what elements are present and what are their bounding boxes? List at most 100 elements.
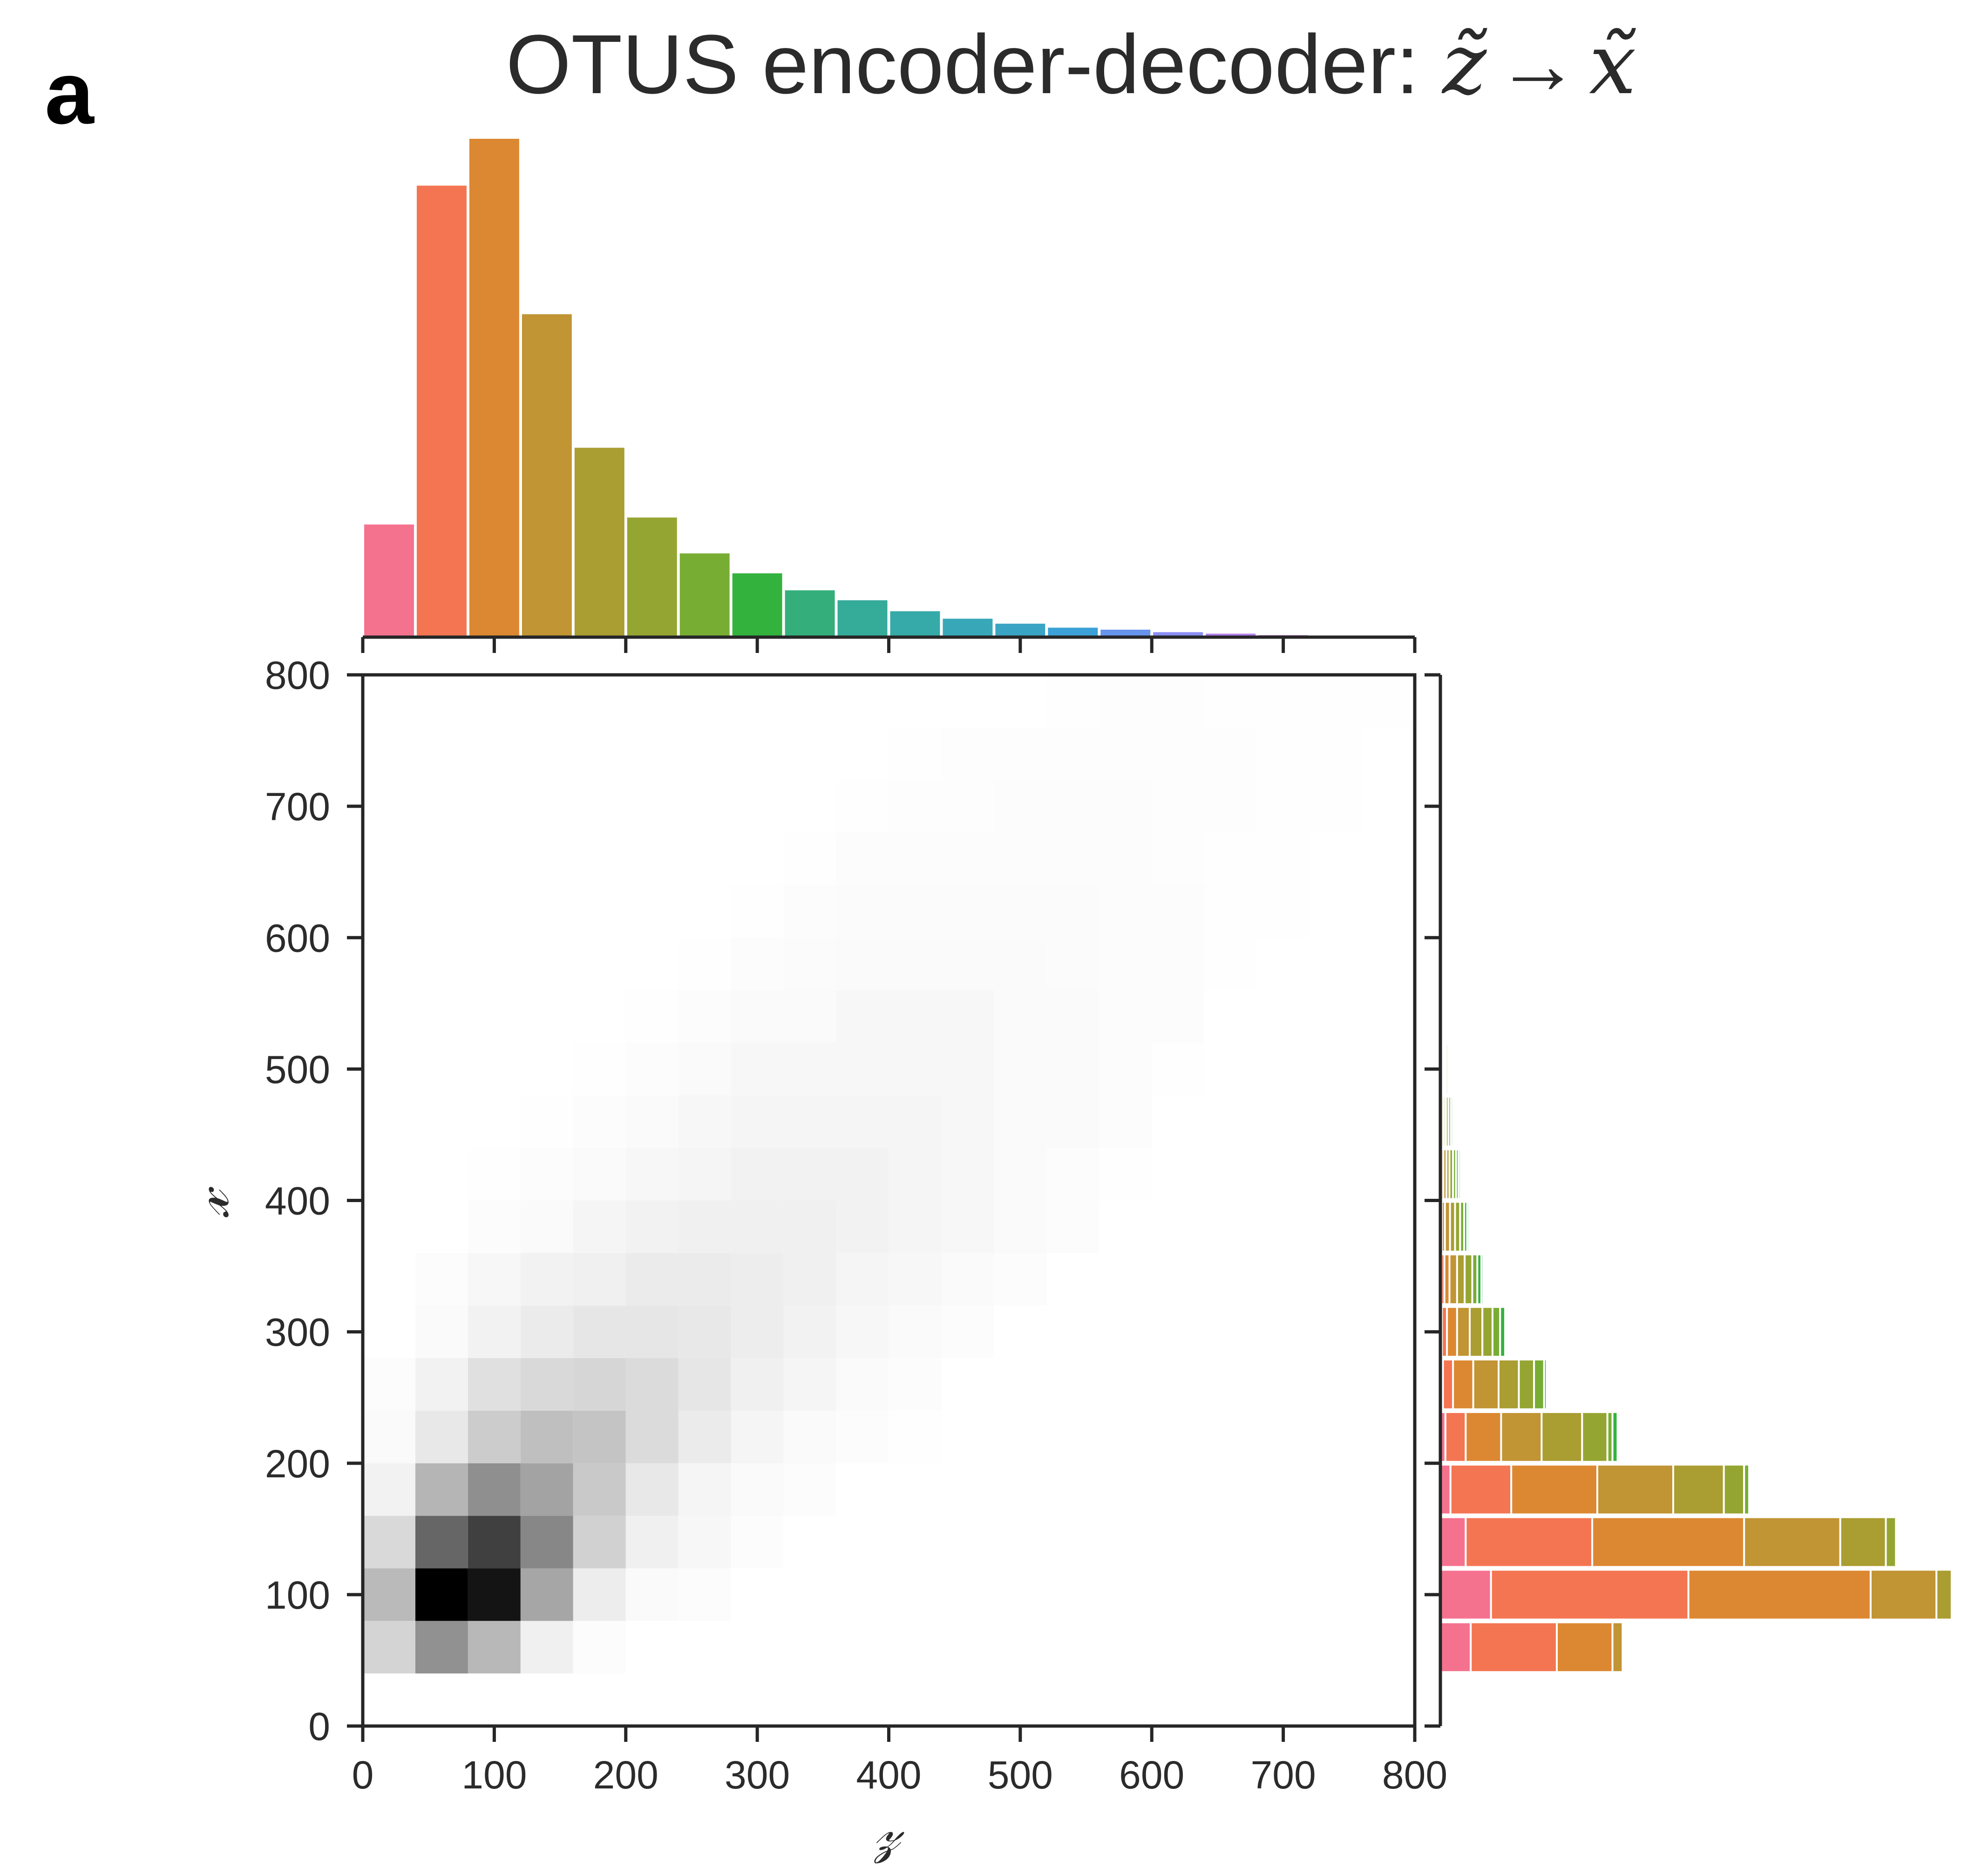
heatmap-cell: [1257, 885, 1310, 938]
heatmap-cell: [1046, 990, 1099, 1043]
heatmap-cell: [731, 1042, 784, 1095]
heatmap-cell: [731, 1410, 784, 1463]
heatmap-cell: [1046, 780, 1099, 833]
x-tick-label: 500: [988, 1753, 1053, 1797]
heatmap-cell: [889, 990, 942, 1043]
heatmap-cell: [1099, 1095, 1152, 1148]
heatmap-cell: [836, 780, 889, 833]
x-tick-label: 300: [725, 1753, 790, 1797]
heatmap-cell: [941, 1253, 994, 1306]
heatmap-cell: [1099, 727, 1152, 780]
heatmap-cell: [941, 1200, 994, 1253]
right-histogram-segment: [1439, 1621, 1472, 1673]
heatmap-cell: [836, 938, 889, 991]
right-histogram-segment: [1885, 1516, 1897, 1568]
heatmap-cell: [889, 1253, 942, 1306]
right-histogram-segment: [1611, 1621, 1624, 1673]
x-tick-label: 0: [352, 1753, 374, 1797]
heatmap-cell: [836, 1253, 889, 1306]
right-histogram-segment: [1465, 1411, 1502, 1463]
heatmap-cell: [1152, 780, 1205, 833]
y-tick-label: 100: [265, 1573, 330, 1617]
x-tick-label: 200: [593, 1753, 658, 1797]
right-histogram-segment: [1500, 1411, 1543, 1463]
top-histogram-bar: [837, 600, 888, 637]
heatmap-cell: [625, 1148, 679, 1201]
heatmap-cell: [468, 1305, 521, 1359]
heatmap-cell: [678, 1095, 731, 1148]
right-histogram-segment: [1723, 1463, 1745, 1516]
heatmap-cell: [363, 1621, 415, 1674]
heatmap-cell: [573, 1516, 626, 1569]
right-histogram-segment: [1439, 1569, 1492, 1621]
heatmap-cell: [836, 990, 889, 1043]
right-histogram-segment: [1465, 1516, 1594, 1568]
heatmap-cell: [678, 1568, 731, 1621]
heatmap-cell: [1204, 885, 1257, 938]
heatmap-cell: [1099, 885, 1152, 938]
heatmap-cell: [731, 1095, 784, 1148]
heatmap-cell: [994, 885, 1047, 938]
heatmap-cell: [994, 832, 1047, 885]
top-histogram-bar: [785, 590, 835, 637]
heatmap-cell: [678, 1253, 731, 1306]
chart-title-prefix: OTUS encoder-decoder:: [506, 18, 1442, 111]
heatmap-cell: [783, 1358, 836, 1411]
y-tick-label: 500: [265, 1047, 330, 1091]
top-histogram-bar: [1100, 629, 1151, 637]
x-tick-label: 800: [1382, 1753, 1447, 1797]
heatmap-cell: [889, 885, 942, 938]
chart-title: OTUS encoder-decoder: z̃ → x̃: [506, 16, 1636, 113]
heatmap-cell: [520, 1148, 573, 1201]
heatmap-cell: [1310, 675, 1363, 727]
heatmap-cell: [363, 1410, 415, 1463]
right-histogram-segment: [1540, 1411, 1583, 1463]
top-histogram-bar: [943, 619, 993, 637]
right-histogram-segment: [1472, 1359, 1500, 1410]
heatmap-cell: [889, 1042, 942, 1095]
heatmap-cell: [415, 1410, 468, 1463]
right-histogram-segment: [1446, 1306, 1458, 1358]
heatmap-cell: [1310, 727, 1363, 780]
heatmap-cell: [889, 1200, 942, 1253]
top-histogram-bar: [627, 517, 677, 637]
heatmap-cell: [468, 1568, 521, 1621]
heatmap-cell: [415, 1568, 468, 1621]
right-histogram-segment: [1449, 1463, 1513, 1516]
heatmap-cell: [520, 1305, 573, 1359]
heatmap-cell: [731, 1463, 784, 1516]
heatmap-cell: [1099, 675, 1152, 727]
heatmap-cell: [836, 1200, 889, 1253]
heatmap-cell: [573, 1621, 626, 1674]
y-tick-label: 800: [265, 653, 330, 697]
heatmap-cell: [678, 1516, 731, 1569]
right-histogram-segment: [1456, 1253, 1466, 1305]
heatmap-cell: [1257, 780, 1310, 833]
heatmap-cell: [889, 1410, 942, 1463]
heatmap-cell: [468, 1253, 521, 1306]
heatmap-cell: [678, 1410, 731, 1463]
right-histogram-segment: [1448, 1253, 1458, 1305]
heatmap-cell: [836, 1410, 889, 1463]
joint-heatmap: [363, 675, 1415, 1674]
heatmap-cell: [520, 1410, 573, 1463]
heatmap-cell: [1204, 832, 1257, 885]
heatmap-cell: [573, 1095, 626, 1148]
heatmap-cell: [941, 1095, 994, 1148]
heatmap-cell: [1152, 727, 1205, 780]
heatmap-cell: [1152, 938, 1205, 991]
right-histogram-segment: [1504, 1306, 1507, 1358]
x-tick-label: 600: [1119, 1753, 1184, 1797]
heatmap-cell: [941, 1148, 994, 1201]
heatmap-cell: [468, 1358, 521, 1411]
right-histogram-segment: [1743, 1516, 1841, 1568]
heatmap-cell: [625, 1042, 679, 1095]
heatmap-cell: [731, 938, 784, 991]
heatmap-cell: [468, 1463, 521, 1516]
heatmap-cell: [731, 1358, 784, 1411]
heatmap-cell: [625, 1200, 679, 1253]
heatmap-cell: [836, 1358, 889, 1411]
top-histogram-bar: [890, 611, 940, 637]
heatmap-cell: [415, 1463, 468, 1516]
